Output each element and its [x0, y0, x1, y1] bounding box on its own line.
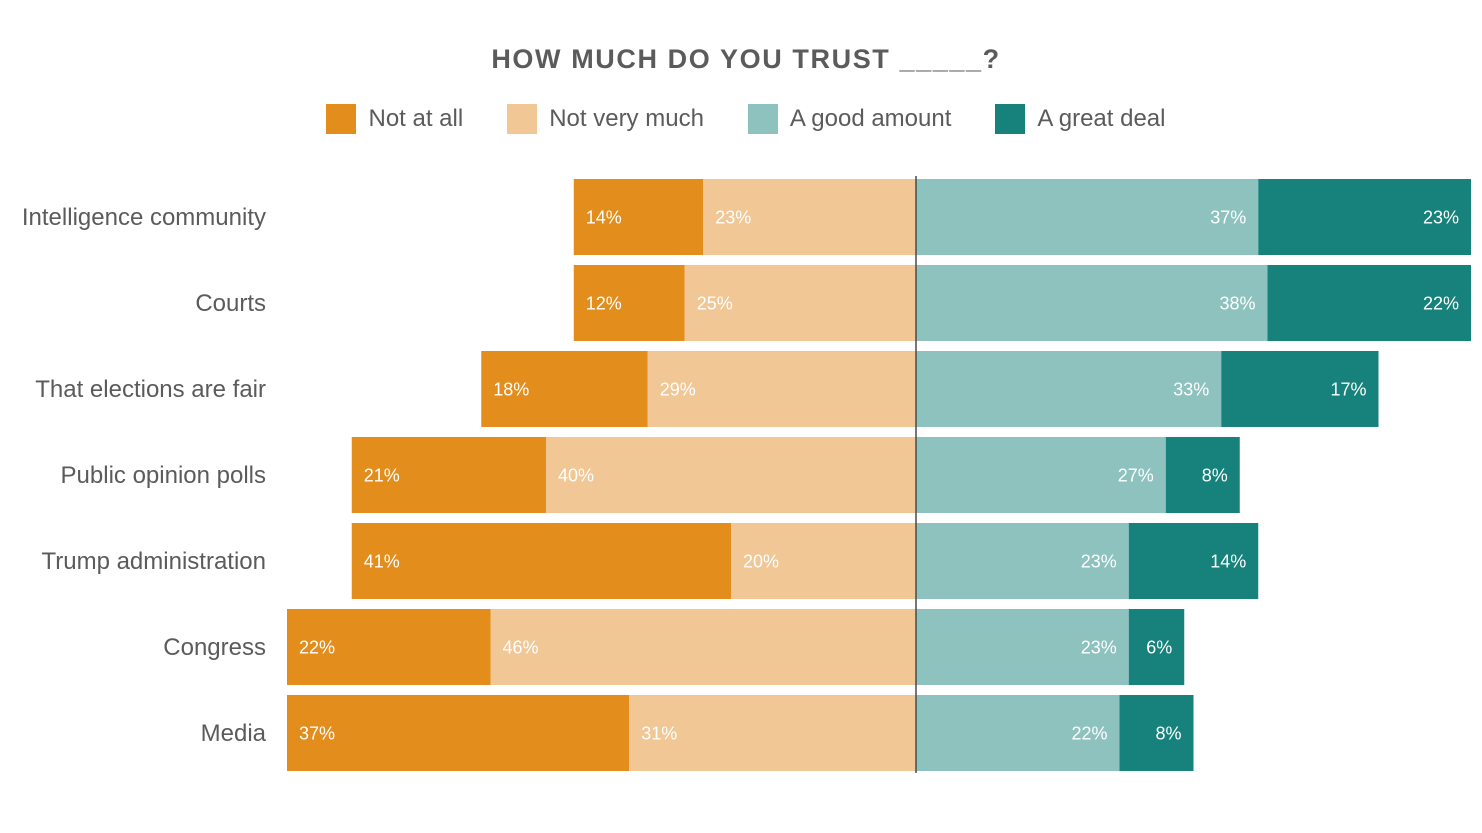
bar-congress-not-very-much: [490, 609, 916, 685]
bar-media-not-at-all: [287, 695, 630, 771]
data-label-public-opinion-polls-a-great-deal: 8%: [1202, 466, 1228, 486]
data-label-media-not-very-much: 31%: [641, 724, 677, 744]
legend-item-not-very-much: Not very much: [507, 104, 704, 134]
bar-media-a-good-amount: [916, 695, 1120, 771]
bar-trump-administration-not-very-much: [731, 523, 916, 599]
data-label-that-elections-are-fair-a-good-amount: 33%: [1173, 380, 1209, 400]
data-label-courts-a-great-deal: 22%: [1423, 294, 1459, 314]
legend-swatch-a-great-deal: [995, 104, 1026, 134]
bar-that-elections-are-fair-not-very-much: [647, 351, 916, 427]
bar-congress-not-at-all: [287, 609, 491, 685]
bar-that-elections-are-fair-a-great-deal: [1221, 351, 1379, 427]
data-label-trump-administration-a-great-deal: 14%: [1210, 552, 1246, 572]
legend-item-not-at-all: Not at all: [326, 104, 463, 134]
bar-public-opinion-polls-not-at-all: [351, 437, 546, 513]
legend-swatch-a-good-amount: [747, 104, 778, 134]
bar-intelligence-community-a-great-deal: [1258, 179, 1471, 255]
category-label-public-opinion-polls: Public opinion polls: [61, 462, 266, 489]
bars-layer: [287, 179, 1471, 771]
data-label-intelligence-community-a-good-amount: 37%: [1210, 208, 1246, 228]
bar-trump-administration-not-at-all: [351, 523, 731, 599]
bar-courts-a-good-amount: [916, 265, 1268, 341]
data-label-intelligence-community-a-great-deal: 23%: [1423, 208, 1459, 228]
category-label-that-elections-are-fair: That elections are fair: [35, 376, 266, 403]
legend-label-not-at-all: Not at all: [368, 105, 464, 132]
legend-item-a-great-deal: A great deal: [995, 104, 1166, 134]
data-label-that-elections-are-fair-a-great-deal: 17%: [1330, 380, 1366, 400]
category-label-media: Media: [201, 720, 267, 747]
data-label-public-opinion-polls-not-very-much: 40%: [558, 466, 594, 486]
data-label-courts-not-at-all: 12%: [586, 294, 622, 314]
data-label-intelligence-community-not-at-all: 14%: [586, 208, 622, 228]
bar-that-elections-are-fair-a-good-amount: [916, 351, 1222, 427]
bar-intelligence-community-not-at-all: [573, 179, 704, 255]
data-label-courts-not-very-much: 25%: [697, 294, 733, 314]
legend-swatch-not-at-all: [326, 104, 357, 134]
bar-media-not-very-much: [629, 695, 916, 771]
data-label-media-a-great-deal: 8%: [1155, 724, 1181, 744]
bar-congress-a-good-amount: [916, 609, 1129, 685]
bar-courts-a-great-deal: [1267, 265, 1471, 341]
legend-swatch-not-very-much: [507, 104, 538, 134]
data-label-media-a-good-amount: 22%: [1071, 724, 1107, 744]
category-label-intelligence-community: Intelligence community: [22, 204, 266, 231]
data-label-media-not-at-all: 37%: [299, 724, 335, 744]
data-label-congress-a-good-amount: 23%: [1081, 638, 1117, 658]
category-label-trump-administration: Trump administration: [41, 548, 266, 575]
bar-public-opinion-polls-not-very-much: [546, 437, 916, 513]
bar-media-a-great-deal: [1119, 695, 1194, 771]
labels-layer: Intelligence community 14% 23% 37% 23% Courts…: [22, 204, 1459, 747]
legend-label-not-very-much: Not very much: [549, 105, 704, 132]
chart-title: HOW MUCH DO YOU TRUST _____?: [491, 44, 1001, 74]
bar-courts-not-at-all: [573, 265, 685, 341]
bar-public-opinion-polls-a-good-amount: [916, 437, 1166, 513]
data-label-congress-not-very-much: 46%: [503, 638, 539, 658]
data-label-trump-administration-not-very-much: 20%: [743, 552, 779, 572]
bar-intelligence-community-a-good-amount: [916, 179, 1259, 255]
category-label-congress: Congress: [163, 634, 266, 661]
bar-trump-administration-a-good-amount: [916, 523, 1129, 599]
data-label-intelligence-community-not-very-much: 23%: [715, 208, 751, 228]
legend-label-a-great-deal: A great deal: [1037, 105, 1166, 132]
bar-that-elections-are-fair-not-at-all: [481, 351, 648, 427]
bar-courts-not-very-much: [684, 265, 916, 341]
data-label-public-opinion-polls-a-good-amount: 27%: [1118, 466, 1154, 486]
category-label-courts: Courts: [195, 290, 266, 317]
bar-intelligence-community-not-very-much: [703, 179, 916, 255]
legend: Not at all Not very much A good amount A…: [0, 102, 1482, 136]
bar-congress-a-great-deal: [1128, 609, 1185, 685]
data-label-courts-a-good-amount: 38%: [1219, 294, 1255, 314]
data-label-that-elections-are-fair-not-very-much: 29%: [660, 380, 696, 400]
data-label-trump-administration-a-good-amount: 23%: [1081, 552, 1117, 572]
legend-label-a-good-amount: A good amount: [789, 105, 952, 132]
bar-public-opinion-polls-a-great-deal: [1165, 437, 1240, 513]
bar-trump-administration-a-great-deal: [1128, 523, 1259, 599]
data-label-that-elections-are-fair-not-at-all: 18%: [493, 380, 529, 400]
data-label-public-opinion-polls-not-at-all: 21%: [364, 466, 400, 486]
data-label-trump-administration-not-at-all: 41%: [364, 552, 400, 572]
legend-item-a-good-amount: A good amount: [747, 104, 952, 134]
data-label-congress-a-great-deal: 6%: [1146, 638, 1172, 658]
data-label-congress-not-at-all: 22%: [299, 638, 335, 658]
